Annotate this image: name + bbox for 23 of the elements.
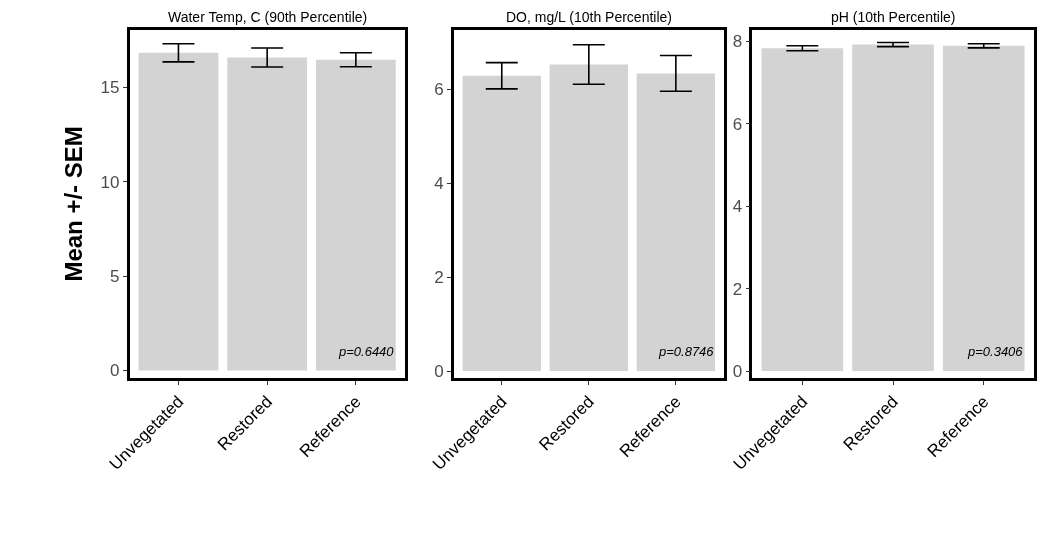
chart-title: pH (10th Percentile) [831,9,956,25]
bar [636,73,716,372]
y-axis-title: Mean +/- SEM [59,126,87,282]
y-tick-label: 0 [110,361,120,381]
chart-title: Water Temp, C (90th Percentile) [168,9,368,25]
y-tick-label: 4 [434,174,444,194]
annotation: p=0.3406 [967,344,1024,359]
y-tick-label: 10 [100,172,120,192]
y-tick-label: 5 [110,267,120,287]
y-tick-label: 0 [732,362,743,382]
bar [549,64,628,372]
annotation: p=0.8746 [658,344,715,359]
y-tick-label: 2 [732,279,743,299]
y-tick-label: 0 [434,361,444,381]
y-tick-label: 2 [434,268,444,288]
y-tick-label: 8 [732,32,743,52]
y-tick-label: 6 [732,114,743,134]
chart-title: DO, mg/L (10th Percentile) [506,9,672,25]
annotation: p=0.6440 [338,344,395,359]
y-tick-label: 6 [434,80,444,100]
y-tick-label: 4 [732,197,743,217]
bar [462,75,541,372]
y-tick-label: 15 [100,78,120,98]
